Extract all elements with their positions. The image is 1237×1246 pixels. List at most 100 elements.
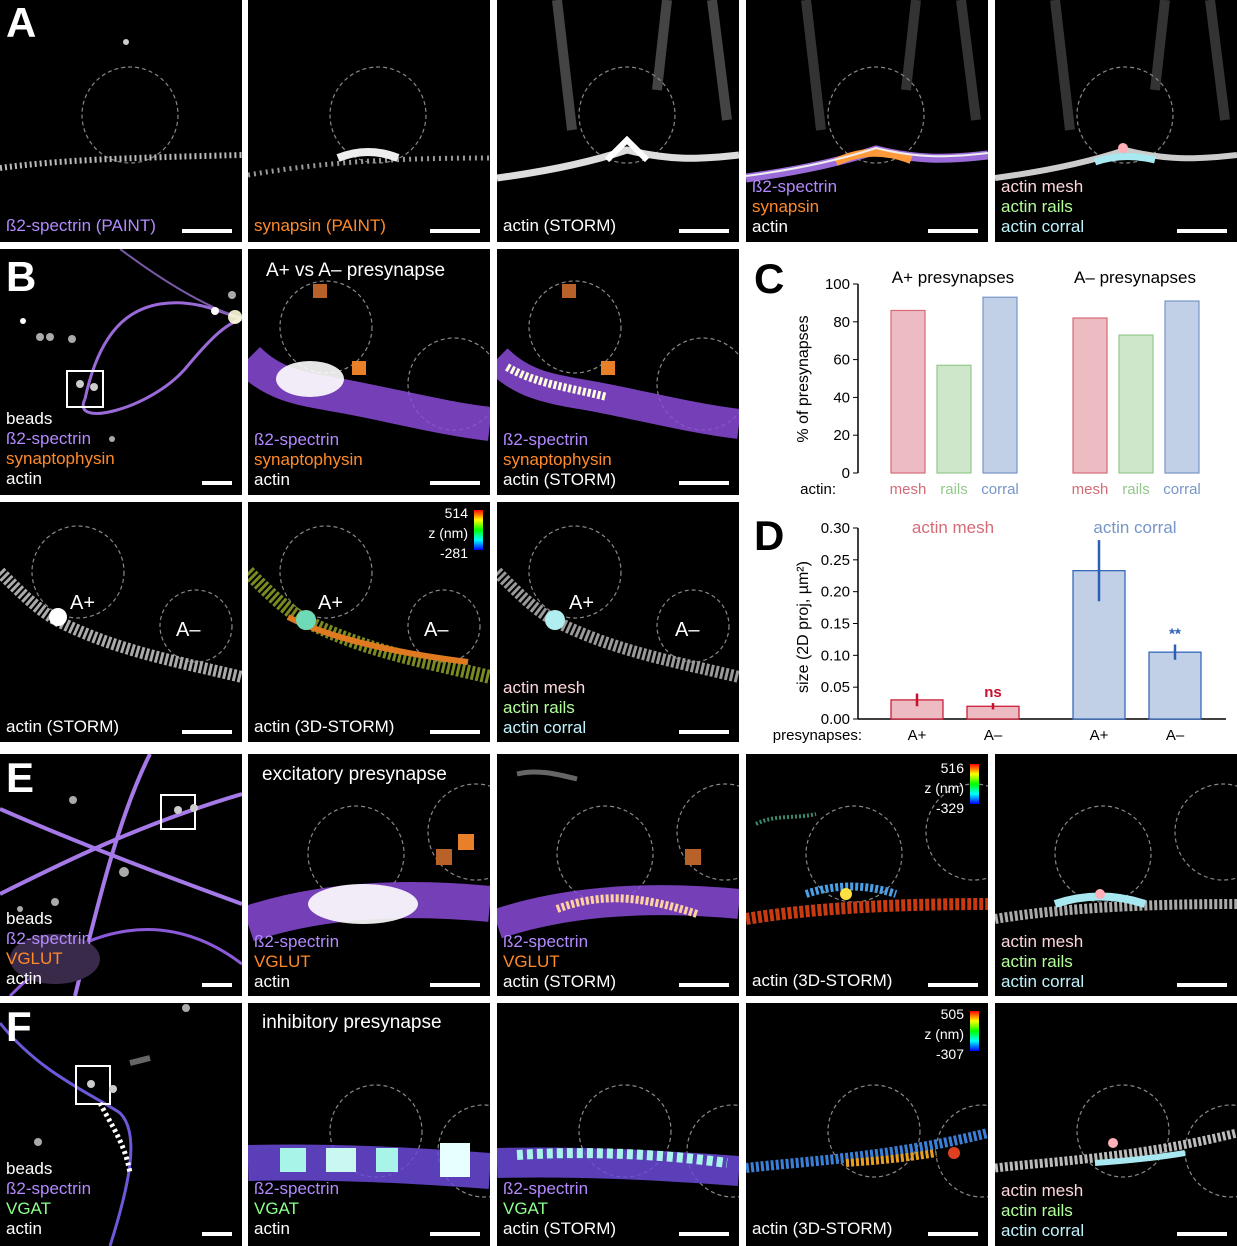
panel-f2: inhibitory presynapse ß2-spectrin VGAT a…	[248, 1003, 490, 1246]
x-tick-label: A–	[984, 727, 1003, 744]
panel-b4: A+ A– actin (STORM)	[0, 502, 242, 742]
panel-e3: ß2-spectrin VGLUT actin (STORM)	[497, 754, 739, 996]
label-line: actin (3D-STORM)	[752, 1219, 893, 1238]
panel-a3: actin (STORM)	[497, 0, 739, 242]
label-line: actin corral	[1001, 1221, 1085, 1240]
x-tick-label: corral	[981, 481, 1019, 498]
y-tick-label: 80	[833, 314, 850, 331]
label-line: actin mesh	[503, 678, 586, 697]
panel-b3: ß2-spectrin synaptophysin actin (STORM)	[497, 249, 739, 495]
y-tick-label: 0.30	[821, 520, 850, 537]
label-line: ß2-spectrin	[752, 177, 838, 196]
label-a-plus: A+	[70, 592, 96, 614]
label-line: actin mesh	[1001, 177, 1084, 196]
bar	[1148, 651, 1202, 720]
panel-e2: excitatory presynapse ß2-spectrin VGLUT …	[248, 754, 490, 996]
z-scale-min: -281	[439, 545, 468, 561]
label-line: actin	[254, 1219, 290, 1238]
micrograph-b1	[20, 249, 242, 442]
label-line: actin rails	[503, 698, 575, 717]
micrograph-e3	[497, 769, 739, 939]
figure-title: inhibitory presynapse	[262, 1012, 442, 1033]
scale-bar	[679, 730, 729, 734]
scale-bar	[202, 481, 232, 485]
label-line: beads	[6, 1159, 53, 1178]
bar-corral	[982, 296, 1018, 474]
panel-b1: beads ß2-spectrin synaptophysin actin	[0, 249, 242, 495]
z-scale-max: 505	[940, 1006, 964, 1022]
group-title: A+ presynapses	[892, 268, 1014, 287]
y-tick-label: 0.15	[821, 616, 850, 633]
panel-e4: 516 z (nm) -329 actin (3D-STORM)	[746, 754, 988, 996]
x-axis-label: actin:	[800, 481, 836, 498]
label-line: actin (3D-STORM)	[254, 717, 395, 736]
panel-b2: A+ vs A– presynapse ß2-spectrin synaptop…	[248, 249, 490, 495]
micrograph-f3	[497, 1084, 739, 1198]
micrograph-a2	[248, 66, 490, 178]
label-line: actin (STORM)	[503, 1219, 617, 1238]
micrograph-e2	[248, 783, 490, 942]
x-tick-label: mesh	[1072, 481, 1109, 498]
z-colorbar	[970, 1011, 979, 1051]
panel-f5: actin mesh actin rails actin corral	[995, 1003, 1237, 1246]
panel-a5: actin mesh actin rails actin corral	[995, 0, 1237, 242]
chart-d: D 0.00 0.05 0.10 0.15 0.20 0.25 0.30 size (2D pr…	[746, 502, 1237, 748]
label-a-minus: A–	[675, 619, 700, 641]
figure-title: A+ vs A– presynapse	[266, 260, 446, 281]
label-line: ß2-spectrin	[254, 430, 340, 449]
label-line: ß2-spectrin	[254, 1179, 340, 1198]
label-line: VGLUT	[6, 949, 63, 968]
panel-f4: 505 z (nm) -307 actin (3D-STORM)	[746, 1003, 988, 1246]
label-line: actin rails	[1001, 197, 1073, 216]
bar-corral	[1164, 300, 1200, 474]
significance-label: ns	[984, 684, 1002, 701]
label-line: actin (STORM)	[503, 216, 617, 235]
scale-bar	[430, 983, 480, 987]
panel-a2: synapsin (PAINT)	[248, 0, 490, 242]
panel-letter-a: A	[6, 0, 37, 46]
label-line: VGLUT	[503, 952, 560, 971]
micrograph-a4	[746, 0, 988, 183]
z-scale-label: z (nm)	[924, 780, 964, 796]
label-line: synaptophysin	[503, 450, 612, 469]
scale-bar	[182, 229, 232, 233]
scale-bar	[182, 730, 232, 734]
y-tick-label: 20	[833, 427, 850, 444]
label-line: ß2-spectrin (PAINT)	[6, 216, 156, 235]
micrograph-a1	[0, 39, 242, 171]
micrograph-b6	[497, 525, 739, 683]
label-line: ß2-spectrin	[503, 932, 589, 951]
label-line: actin (STORM)	[503, 470, 617, 489]
label-line: ß2-spectrin	[503, 430, 589, 449]
micrograph-f2	[248, 1084, 490, 1198]
panel-e1: beads ß2-spectrin VGLUT actin	[0, 754, 242, 996]
x-tick-label: A+	[1090, 727, 1109, 744]
micrograph-a5	[995, 0, 1237, 181]
x-tick-label: rails	[1122, 481, 1150, 498]
label-line: synapsin	[752, 197, 820, 216]
micrograph-b5	[248, 525, 490, 684]
label-line: actin	[6, 469, 42, 488]
label-line: actin	[6, 1219, 42, 1238]
label-line: beads	[6, 909, 53, 928]
label-line: beads	[6, 409, 53, 428]
micrograph-e5	[995, 783, 1237, 924]
scale-bar	[679, 229, 729, 233]
scale-bar	[430, 730, 480, 734]
label-line: ß2-spectrin	[6, 1179, 92, 1198]
micrograph-f1	[0, 1004, 190, 1246]
scale-bar	[928, 229, 978, 233]
y-tick-label: 100	[825, 276, 850, 293]
micrograph-b2	[248, 280, 490, 441]
label-line: VGLUT	[254, 952, 311, 971]
x-tick-label: rails	[940, 481, 968, 498]
scale-bar	[430, 1232, 480, 1236]
group-title: actin mesh	[912, 518, 994, 537]
bar-mesh	[1072, 317, 1108, 474]
y-tick-label: 0	[842, 465, 850, 482]
label-line: actin rails	[1001, 952, 1073, 971]
y-tick-label: 40	[833, 389, 850, 406]
label-line: actin	[254, 972, 290, 991]
label-line: ß2-spectrin	[503, 1179, 589, 1198]
label-line: actin (3D-STORM)	[752, 971, 893, 990]
